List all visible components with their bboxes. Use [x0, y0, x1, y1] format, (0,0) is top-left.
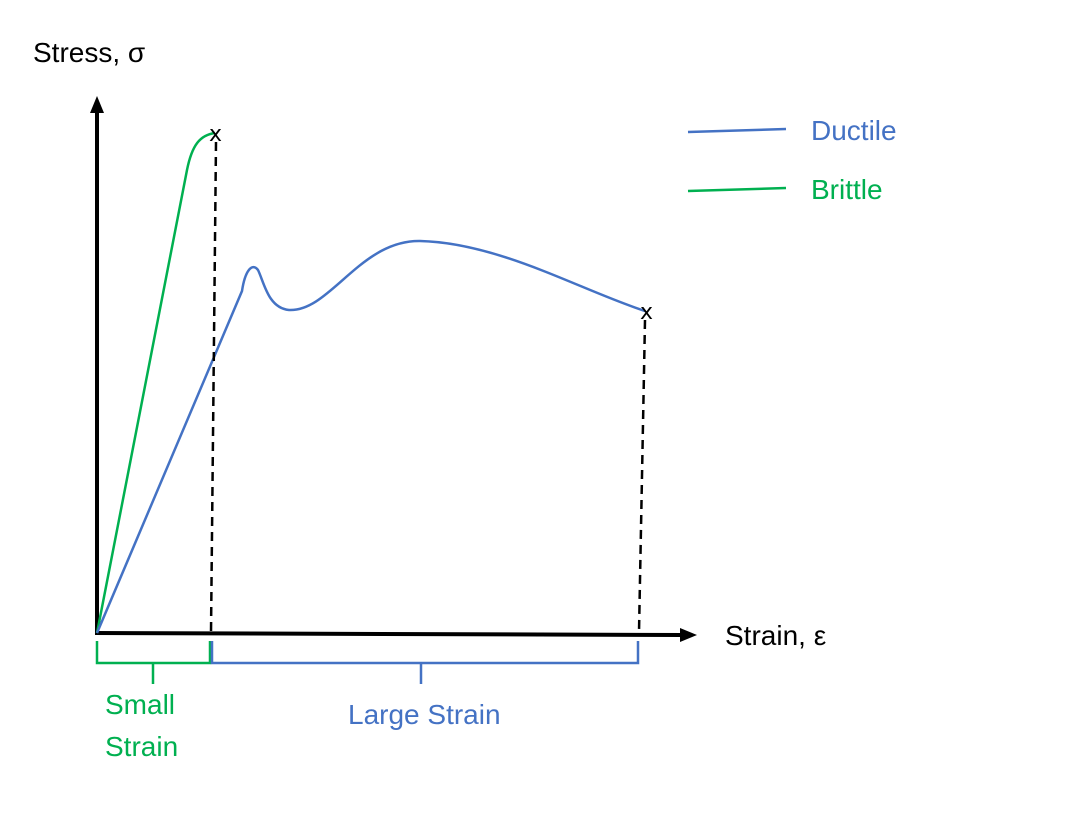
brittle-drop-line: [209, 141, 218, 633]
legend-brittle-swatch: [687, 186, 787, 193]
small-strain-bracket: [95, 641, 212, 684]
x-axis-arrowhead: [680, 628, 697, 642]
legend-ductile-swatch: [687, 127, 787, 134]
ductile-fracture-marker: x: [640, 300, 653, 325]
y-axis-label: Stress, σ: [33, 37, 145, 68]
large-strain-label: Large Strain: [348, 699, 501, 730]
small-strain-label-line1: Small: [105, 689, 175, 720]
brittle-curve: [95, 131, 216, 634]
x-axis: [94, 631, 683, 637]
y-axis-arrowhead: [90, 96, 104, 113]
legend-brittle-label: Brittle: [811, 174, 883, 205]
ductile-drop-line: [637, 319, 647, 633]
large-strain-bracket: [210, 641, 640, 684]
small-strain-label-line2: Strain: [105, 731, 178, 762]
legend-ductile-label: Ductile: [811, 115, 897, 146]
x-axis-label: Strain, ε: [725, 620, 826, 651]
ductile-curve: [95, 239, 646, 634]
brittle-fracture-marker: x: [209, 122, 222, 147]
